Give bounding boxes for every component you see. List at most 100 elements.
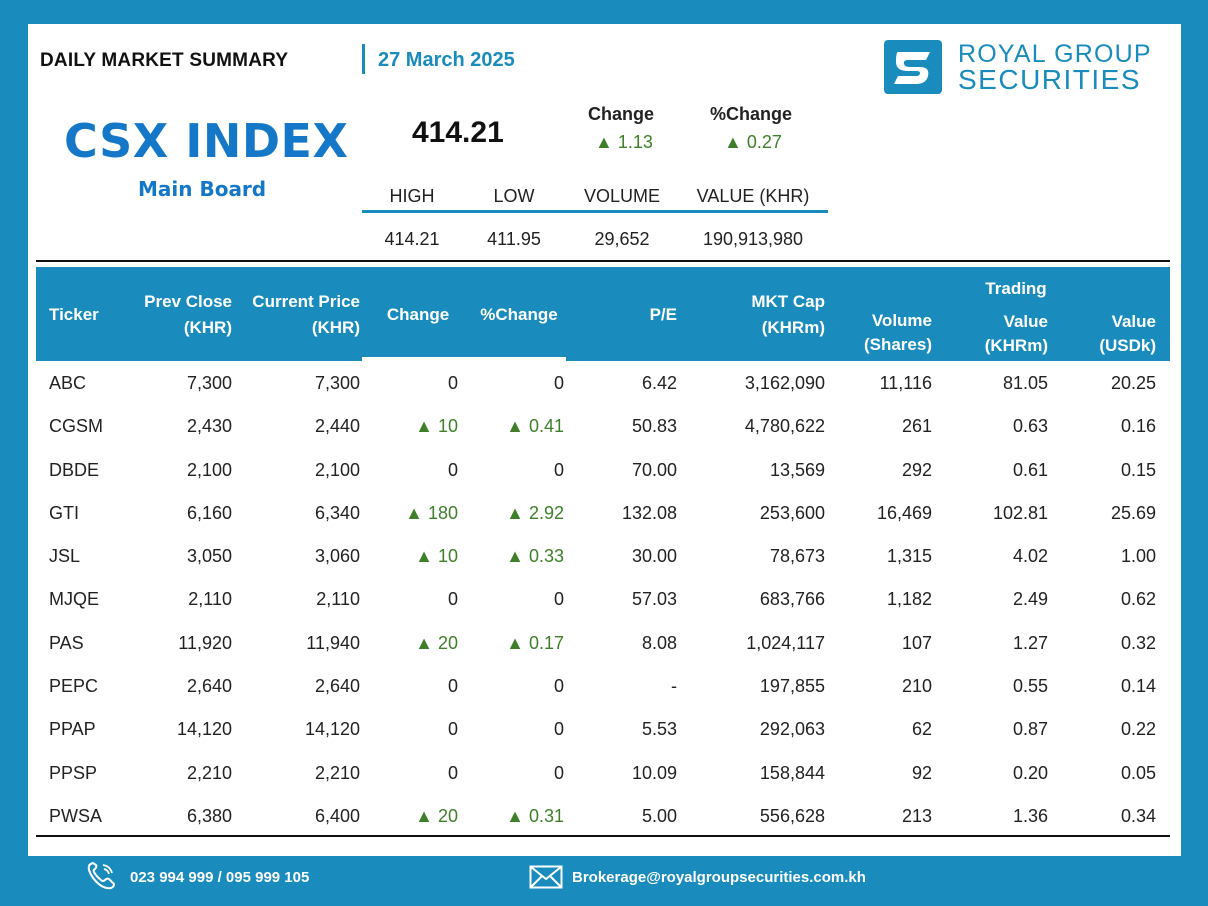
cell-prev-close: 2,210	[186, 762, 232, 783]
cell-current-price: 11,940	[306, 632, 360, 653]
title-divider	[362, 44, 365, 74]
board-name: Main Board	[138, 177, 267, 201]
cell-ticker: PEPC	[49, 676, 99, 697]
cell-volume: 292	[901, 459, 932, 480]
market-summary-card: DAILY MARKET SUMMARY 27 March 2025 ROYAL…	[28, 24, 1181, 856]
cell-mkt-cap: 4,780,622	[744, 416, 825, 437]
cell-change: ▲ 20	[415, 805, 458, 826]
th-current-price: Current Price	[252, 292, 360, 311]
stats-divider	[362, 210, 828, 213]
cell-value-usd: 0.34	[1120, 805, 1156, 826]
cell-prev-close: 14,120	[176, 719, 232, 740]
cell-volume: 62	[911, 719, 932, 740]
cell-ticker: DBDE	[49, 459, 100, 480]
report-date: 27 March 2025	[378, 49, 515, 71]
table-row: JSL 3,050 3,060 ▲ 10 ▲ 0.33 30.00 78,673 1,315 4…	[36, 534, 1170, 577]
cell-value-usd: 0.05	[1120, 762, 1156, 783]
cell-prev-close: 3,050	[186, 546, 232, 567]
cell-change: 0	[447, 373, 458, 393]
cell-volume: 16,469	[876, 502, 932, 523]
cell-pe: 50.83	[631, 416, 677, 437]
cell-mkt-cap: 158,844	[759, 762, 825, 783]
cell-current-price: 6,340	[314, 502, 360, 523]
cell-value-khr: 102.81	[992, 502, 1048, 523]
stat-value-value: 190,913,980	[702, 229, 804, 249]
table-row: PPAP 14,120 14,120 0 0 5.53 292,063 62 0.87 0.22	[36, 707, 1170, 750]
company-logo: ROYAL GROUP SECURITIES	[884, 40, 1154, 96]
stat-value-volume: 29,652	[594, 229, 650, 249]
cell-change: 0	[447, 676, 458, 697]
cell-ticker: PAS	[49, 632, 84, 653]
logo-text-line1: ROYAL GROUP	[958, 40, 1152, 68]
logo-text-line2: SECURITIES	[958, 64, 1142, 95]
cell-current-price: 2,640	[314, 676, 360, 697]
cell-current-price: 2,210	[314, 762, 360, 783]
table-bottom-rule	[36, 835, 1170, 837]
cell-prev-close: 2,110	[188, 589, 232, 610]
cell-current-price: 2,110	[316, 589, 360, 610]
table-body: ABC 7,300 7,300 0 0 6.42 3,162,090 11,116 81.05 2…	[36, 361, 1170, 837]
index-change-value: ▲ 1.13	[595, 132, 653, 152]
cell-ticker: JSL	[49, 546, 81, 567]
cell-pct-change: 0	[553, 762, 564, 783]
cell-change: 0	[447, 459, 458, 480]
cell-value-khr: 0.55	[1012, 676, 1048, 697]
cell-pe: -	[671, 676, 677, 697]
th-value-usd-unit: (USDk)	[1099, 336, 1156, 355]
cell-value-usd: 0.22	[1120, 719, 1156, 740]
cell-mkt-cap: 197,855	[759, 676, 825, 697]
footer: 023 994 999 / 095 999 105 Brokerage@roya…	[0, 856, 1208, 906]
cell-pct-change: ▲ 0.17	[506, 632, 564, 653]
cell-volume: 1,315	[886, 546, 932, 567]
cell-value-usd: 0.62	[1120, 589, 1156, 610]
footer-email[interactable]: Brokerage@royalgroupsecurities.com.kh	[572, 869, 866, 886]
th-volume-unit: (Shares)	[863, 335, 932, 354]
cell-ticker: GTI	[49, 502, 79, 523]
table-row: ABC 7,300 7,300 0 0 6.42 3,162,090 11,116 81.05 2…	[36, 361, 1170, 404]
footer-phone[interactable]: 023 994 999 / 095 999 105	[130, 869, 310, 886]
cell-value-khr: 0.63	[1012, 416, 1048, 437]
cell-value-usd: 0.16	[1120, 416, 1156, 437]
mail-icon	[529, 865, 563, 889]
table-row: PEPC 2,640 2,640 0 0 - 197,855 210 0.55 0.14	[36, 664, 1170, 707]
cell-prev-close: 6,380	[186, 805, 232, 826]
table-row: DBDE 2,100 2,100 0 0 70.00 13,569 292 0.61 0.15	[36, 448, 1170, 491]
rgs-logo-icon	[884, 40, 942, 94]
cell-value-usd: 0.14	[1120, 676, 1156, 697]
cell-mkt-cap: 78,673	[769, 546, 825, 567]
cell-prev-close: 11,920	[178, 632, 232, 653]
cell-change: 0	[447, 589, 458, 610]
cell-pe: 8.08	[641, 632, 677, 653]
cell-mkt-cap: 683,766	[759, 589, 825, 610]
stat-header-value: VALUE (KHR)	[696, 186, 810, 206]
cell-prev-close: 2,640	[186, 676, 232, 697]
cell-volume: 1,182	[886, 589, 932, 610]
cell-mkt-cap: 1,024,117	[746, 632, 825, 653]
cell-value-usd: 0.32	[1120, 632, 1156, 653]
th-prev-close-unit: (KHR)	[183, 318, 232, 337]
table-row: CGSM 2,430 2,440 ▲ 10 ▲ 0.41 50.83 4,780,622 26…	[36, 404, 1170, 447]
cell-volume: 261	[901, 416, 932, 437]
cell-volume: 107	[901, 632, 932, 653]
cell-change: ▲ 180	[405, 502, 458, 523]
cell-ticker: PPSP	[49, 762, 98, 783]
cell-ticker: ABC	[49, 373, 87, 393]
stat-header-low: LOW	[493, 186, 535, 206]
cell-pct-change: 0	[553, 676, 564, 697]
index-name: CSX INDEX	[64, 114, 349, 168]
cell-value-usd: 0.15	[1120, 459, 1156, 480]
cell-value-khr: 81.05	[1002, 373, 1048, 393]
cell-pe: 30.00	[631, 546, 677, 567]
cell-prev-close: 2,100	[186, 459, 232, 480]
cell-value-khr: 0.61	[1012, 459, 1048, 480]
th-mkt-cap-unit: (KHRm)	[761, 318, 825, 337]
table-row: PAS 11,920 11,940 ▲ 20 ▲ 0.17 8.08 1,024,117 10…	[36, 621, 1170, 664]
cell-value-khr: 1.36	[1012, 805, 1048, 826]
cell-value-khr: 0.20	[1012, 762, 1048, 783]
th-ticker: Ticker	[49, 305, 99, 324]
th-prev-close: Prev Close	[144, 292, 232, 311]
cell-pe: 132.08	[621, 502, 677, 523]
table-header: Ticker Prev Close (KHR) Current Price (K…	[36, 267, 1170, 363]
stat-value-low: 411.95	[487, 229, 541, 249]
cell-current-price: 2,440	[314, 416, 360, 437]
